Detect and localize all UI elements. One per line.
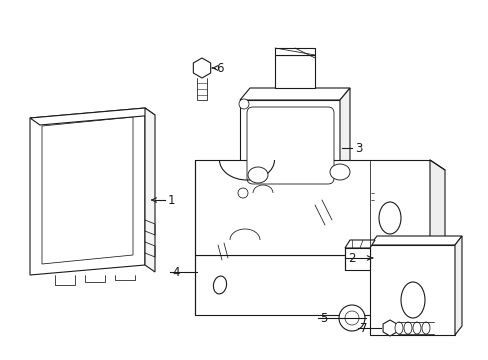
Polygon shape	[240, 100, 339, 190]
Polygon shape	[145, 108, 155, 272]
Ellipse shape	[378, 202, 400, 234]
Ellipse shape	[247, 167, 267, 183]
Text: 7: 7	[359, 321, 367, 334]
FancyBboxPatch shape	[246, 107, 333, 184]
Text: 4: 4	[172, 266, 179, 279]
Polygon shape	[240, 88, 349, 100]
Polygon shape	[339, 88, 349, 190]
Ellipse shape	[213, 276, 226, 294]
Text: 2: 2	[347, 252, 355, 265]
Polygon shape	[195, 160, 429, 255]
Ellipse shape	[412, 322, 420, 334]
Ellipse shape	[394, 322, 402, 334]
Text: 5: 5	[319, 311, 326, 324]
Polygon shape	[193, 58, 210, 78]
Text: 6: 6	[216, 62, 223, 75]
Ellipse shape	[238, 188, 247, 198]
Polygon shape	[274, 48, 314, 55]
Polygon shape	[369, 245, 454, 335]
Polygon shape	[274, 55, 314, 88]
Text: 3: 3	[354, 141, 362, 154]
Polygon shape	[454, 236, 461, 335]
Polygon shape	[42, 117, 133, 264]
Ellipse shape	[421, 322, 429, 334]
Ellipse shape	[338, 305, 364, 331]
Ellipse shape	[345, 311, 358, 325]
Ellipse shape	[403, 322, 411, 334]
Text: 1: 1	[168, 194, 175, 207]
Polygon shape	[30, 108, 145, 275]
Polygon shape	[345, 248, 369, 270]
Ellipse shape	[400, 282, 424, 318]
Polygon shape	[369, 236, 461, 245]
Polygon shape	[429, 160, 444, 325]
Polygon shape	[195, 255, 429, 315]
Polygon shape	[382, 320, 396, 336]
Polygon shape	[345, 240, 374, 248]
Ellipse shape	[239, 99, 248, 109]
Polygon shape	[30, 108, 155, 125]
Ellipse shape	[329, 164, 349, 180]
